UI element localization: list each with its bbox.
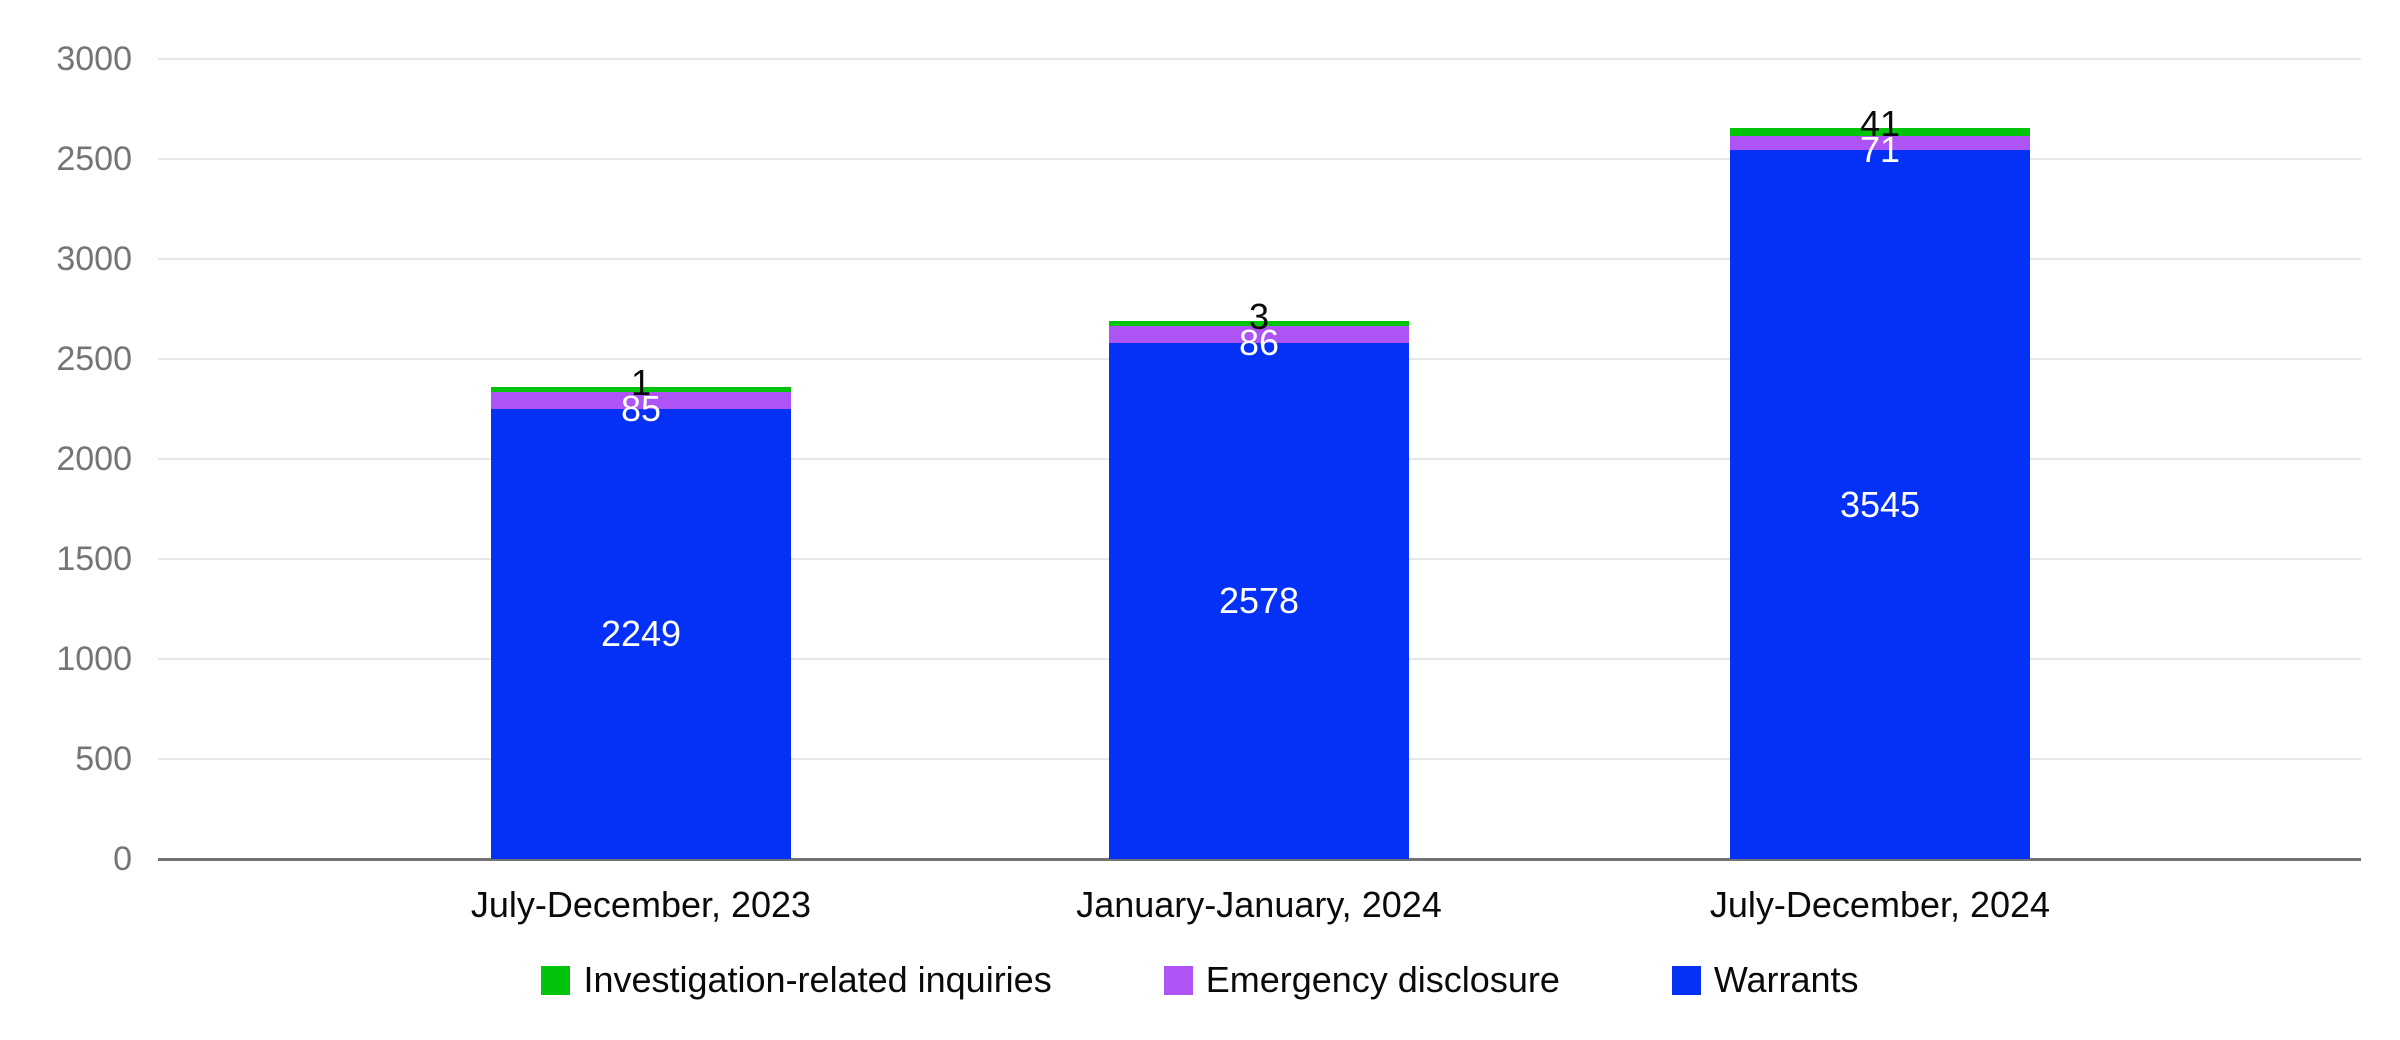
legend: Investigation-related inquiries Emergenc… xyxy=(0,960,2400,1000)
bar-value-label: 41 xyxy=(1859,102,1901,144)
x-axis-category-label: July-December, 2024 xyxy=(1709,884,2051,925)
bar-segment-warrants xyxy=(1730,150,2030,859)
legend-label-warrants: Warrants xyxy=(1713,959,1859,1000)
y-axis-tick-label: 2500 xyxy=(56,140,132,178)
x-axis-line xyxy=(158,858,2361,861)
y-axis-tick-label: 2000 xyxy=(56,440,132,478)
bar-value-label: 2249 xyxy=(600,613,682,655)
bar-value-label: 1 xyxy=(630,362,652,404)
bar-value-label: 3545 xyxy=(1839,483,1921,525)
y-gridline xyxy=(158,258,2361,260)
bar-segment-warrants xyxy=(1109,343,1409,859)
y-gridline xyxy=(158,58,2361,60)
legend-item-investigation-related-inquiries: Investigation-related inquiries xyxy=(541,959,1052,1000)
bar-segment-investigation-related-inquiries xyxy=(1109,321,1409,327)
legend-swatch-green-icon xyxy=(541,965,571,995)
bar-value-label: 85 xyxy=(620,388,662,430)
bar-value-label: 86 xyxy=(1238,322,1280,364)
bar-segment-investigation-related-inquiries xyxy=(491,387,791,393)
legend-item-emergency-disclosure: Emergency disclosure xyxy=(1163,959,1560,1000)
bar-segment-emergency-disclosure xyxy=(1730,135,2030,150)
x-axis-category-label: January-January, 2024 xyxy=(1076,884,1442,925)
y-axis-tick-label: 0 xyxy=(113,840,132,878)
bar-value-label: 2578 xyxy=(1218,580,1300,622)
legend-label-investigation-related-inquiries: Investigation-related inquiries xyxy=(583,959,1052,1000)
bar-segment-emergency-disclosure xyxy=(491,392,791,410)
legend-label-emergency-disclosure: Emergency disclosure xyxy=(1205,959,1560,1000)
y-axis-tick-label: 1500 xyxy=(56,540,132,578)
y-axis-tick-label: 500 xyxy=(75,740,132,778)
y-gridline xyxy=(158,158,2361,160)
legend-swatch-purple-icon xyxy=(1163,965,1193,995)
y-axis-tick-label: 3000 xyxy=(56,240,132,278)
legend-swatch-blue-icon xyxy=(1671,965,1701,995)
bar-segment-warrants xyxy=(491,409,791,859)
y-axis-tick-label: 2500 xyxy=(56,340,132,378)
bar-segment-emergency-disclosure xyxy=(1109,326,1409,344)
bar-segment-investigation-related-inquiries xyxy=(1730,127,2030,136)
bar-value-label: 71 xyxy=(1859,129,1901,170)
legend-item-warrants: Warrants xyxy=(1671,959,1859,1000)
y-axis-tick-label: 3000 xyxy=(56,40,132,78)
y-axis-tick-label: 1000 xyxy=(56,640,132,678)
x-axis-category-label: July-December, 2023 xyxy=(470,884,812,925)
bar-value-label: 3 xyxy=(1248,296,1270,338)
